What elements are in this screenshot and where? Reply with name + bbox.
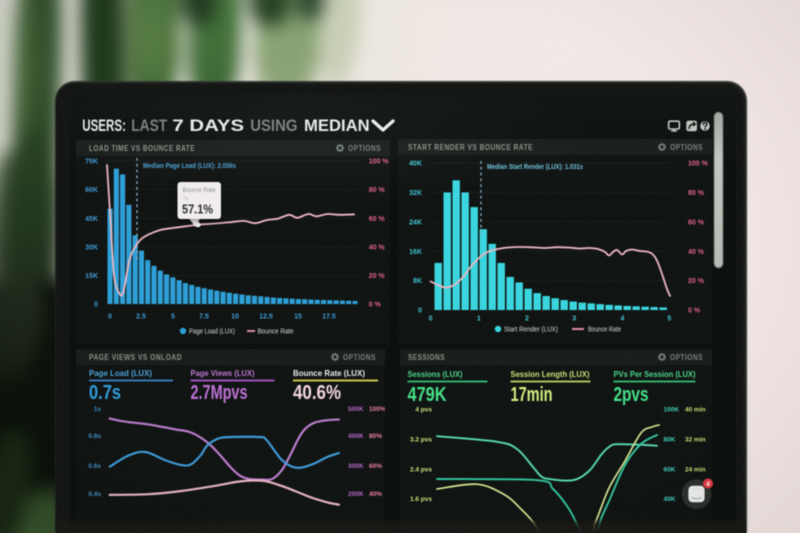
svg-text:0 %: 0 %: [688, 308, 701, 315]
svg-text:4 pvs: 4 pvs: [415, 407, 432, 414]
svg-text:3: 3: [572, 316, 576, 323]
svg-text:20 %: 20 %: [688, 278, 705, 285]
svg-text:32K: 32K: [409, 190, 422, 197]
svg-text:40%: 40%: [369, 491, 382, 498]
svg-text:12.5: 12.5: [259, 314, 273, 321]
svg-text:USING: USING: [250, 117, 297, 135]
svg-text:5: 5: [171, 314, 175, 321]
svg-text:OPTIONS: OPTIONS: [348, 144, 381, 153]
svg-text:500K: 500K: [348, 406, 364, 413]
svg-text:2.7Mpvs: 2.7Mpvs: [191, 382, 248, 404]
svg-text:PVs Per Session (LUX): PVs Per Session (LUX): [614, 369, 696, 379]
svg-text:0 %: 0 %: [369, 302, 382, 309]
svg-text:MEDIAN: MEDIAN: [304, 117, 370, 135]
svg-text:40K: 40K: [664, 496, 676, 503]
svg-text:32 min: 32 min: [685, 437, 706, 444]
svg-text:0.8s: 0.8s: [88, 433, 101, 440]
svg-text:15K: 15K: [85, 273, 98, 280]
svg-text:60%: 60%: [369, 463, 382, 470]
svg-text:0: 0: [418, 308, 422, 315]
svg-text:17.5: 17.5: [322, 314, 336, 321]
svg-text:100 %: 100 %: [688, 161, 709, 168]
svg-text:100 %: 100 %: [369, 159, 390, 166]
svg-text:0: 0: [94, 302, 98, 309]
svg-text:60K: 60K: [664, 467, 676, 474]
svg-text:Page Load (LUX): Page Load (LUX): [89, 368, 152, 378]
svg-text:3.2 pvs: 3.2 pvs: [410, 437, 432, 444]
svg-text:400K: 400K: [348, 433, 364, 440]
svg-text:OPTIONS: OPTIONS: [343, 353, 376, 362]
svg-text:100K: 100K: [664, 407, 680, 414]
svg-text:80 %: 80 %: [688, 190, 705, 197]
svg-text:Page Views (LUX): Page Views (LUX): [191, 368, 255, 378]
svg-text:40 min: 40 min: [685, 407, 706, 414]
svg-text:Median Start Render (LUX): 1.0: Median Start Render (LUX): 1.031s: [487, 162, 583, 171]
svg-text:Start Render (LUX): Start Render (LUX): [504, 327, 558, 334]
svg-text:8K: 8K: [413, 278, 422, 285]
svg-text:Bounce Rate: Bounce Rate: [258, 329, 294, 336]
svg-text:Bounce Rate (LUX): Bounce Rate (LUX): [293, 368, 365, 378]
svg-text:80K: 80K: [664, 437, 676, 444]
svg-text:200K: 200K: [348, 491, 364, 498]
svg-text:0: 0: [108, 314, 112, 321]
svg-text:LAST: LAST: [131, 117, 167, 135]
svg-text:80%: 80%: [369, 433, 382, 440]
svg-text:0.6s: 0.6s: [88, 463, 101, 470]
svg-text:7.5: 7.5: [199, 314, 209, 321]
svg-text:SESSIONS: SESSIONS: [408, 352, 445, 362]
svg-text:4: 4: [620, 316, 624, 323]
svg-text:1.6 pvs: 1.6 pvs: [410, 496, 432, 503]
svg-text:60K: 60K: [85, 187, 98, 194]
svg-text:OPTIONS: OPTIONS: [670, 143, 703, 152]
svg-text:17min: 17min: [511, 384, 553, 406]
svg-text:Page Load (LUX): Page Load (LUX): [189, 329, 235, 336]
svg-text:40 %: 40 %: [369, 245, 386, 252]
svg-text:5: 5: [667, 316, 671, 323]
svg-text:4: 4: [706, 481, 710, 488]
svg-text:75K: 75K: [85, 159, 98, 166]
svg-text:2: 2: [525, 316, 529, 323]
svg-text:PAGE VIEWS VS ONLOAD: PAGE VIEWS VS ONLOAD: [89, 352, 182, 362]
svg-text:100%: 100%: [369, 406, 385, 413]
svg-text:20 %: 20 %: [369, 273, 386, 280]
svg-text:USERS:: USERS:: [82, 117, 126, 135]
svg-text:10: 10: [231, 314, 239, 321]
svg-text:7 DAYS: 7 DAYS: [172, 117, 244, 135]
svg-text:57.1%: 57.1%: [182, 203, 213, 217]
svg-text:1: 1: [477, 316, 481, 323]
svg-text:2pvs: 2pvs: [614, 384, 649, 406]
svg-text:40.6%: 40.6%: [293, 382, 341, 404]
svg-text:16K: 16K: [409, 249, 422, 256]
svg-text:24K: 24K: [409, 219, 422, 226]
svg-text:1s: 1s: [94, 406, 102, 413]
svg-text:479K: 479K: [408, 384, 447, 406]
svg-text:2.4 pvs: 2.4 pvs: [410, 467, 432, 474]
svg-text:Median Page Load (LUX): 2.056s: Median Page Load (LUX): 2.056s: [143, 161, 236, 170]
svg-text:0: 0: [429, 316, 433, 323]
svg-text:0.7s: 0.7s: [89, 382, 121, 404]
svg-text:30K: 30K: [85, 245, 98, 252]
svg-text:OPTIONS: OPTIONS: [670, 353, 703, 362]
svg-text:80 %: 80 %: [369, 187, 386, 194]
svg-text:Bounce Rate: Bounce Rate: [183, 188, 217, 194]
svg-text:Session Length (LUX): Session Length (LUX): [511, 369, 590, 379]
svg-text:7s: 7s: [183, 196, 189, 202]
svg-text:LOAD TIME VS BOUNCE RATE: LOAD TIME VS BOUNCE RATE: [89, 143, 195, 153]
svg-text:15: 15: [294, 314, 302, 321]
svg-text:60 %: 60 %: [369, 216, 386, 223]
svg-text:300K: 300K: [348, 463, 364, 470]
svg-text:60 %: 60 %: [688, 219, 705, 226]
svg-text:24 min: 24 min: [685, 467, 706, 474]
svg-text:0.4s: 0.4s: [88, 491, 101, 498]
svg-text:START RENDER VS BOUNCE RATE: START RENDER VS BOUNCE RATE: [408, 142, 533, 152]
svg-text:2.5: 2.5: [136, 314, 146, 321]
svg-text:45K: 45K: [85, 216, 98, 223]
svg-text:40 %: 40 %: [688, 249, 705, 256]
svg-text:Sessions (LUX): Sessions (LUX): [408, 369, 463, 379]
svg-text:40K: 40K: [409, 161, 422, 168]
svg-text:Bounce Rate: Bounce Rate: [588, 327, 621, 334]
